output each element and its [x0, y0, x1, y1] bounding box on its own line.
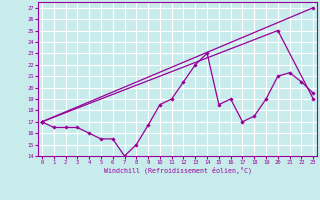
X-axis label: Windchill (Refroidissement éolien,°C): Windchill (Refroidissement éolien,°C) [104, 167, 252, 174]
